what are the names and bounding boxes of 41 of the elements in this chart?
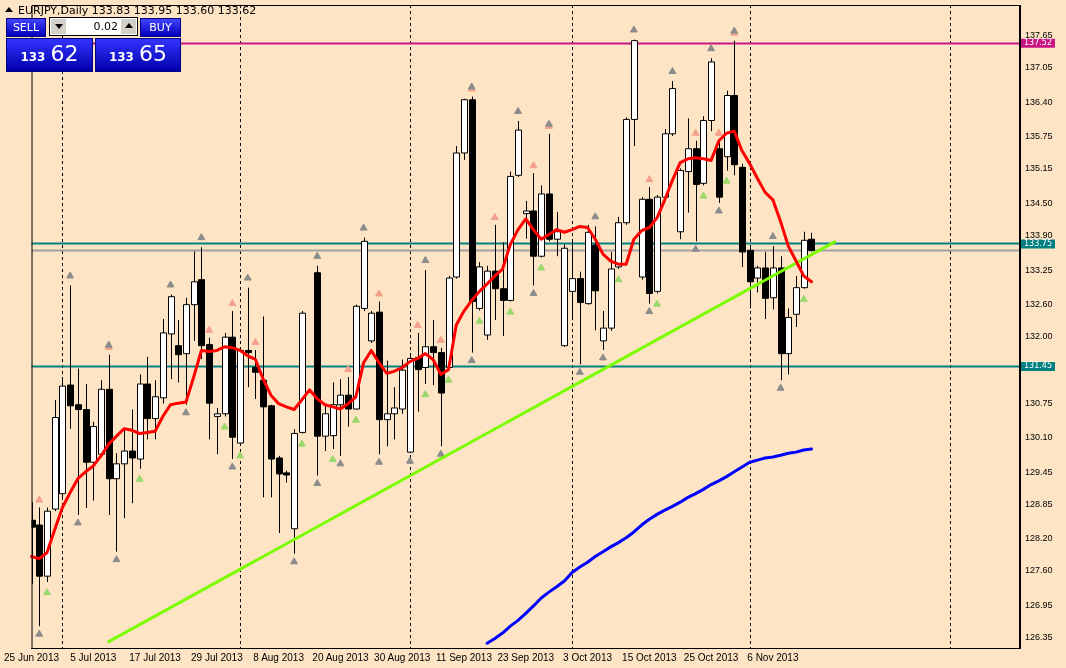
y-tick-label: 136.40 [1025,96,1053,107]
y-tick-label: 137.05 [1025,62,1053,73]
y-tick-label: 134.50 [1025,198,1053,209]
y-tick-label: 129.45 [1025,466,1053,477]
annotation: 0.02 [92,20,118,33]
annotation: BUY [140,18,181,37]
x-tick-label: 23 Sep 2013 [497,651,555,663]
x-tick-label: 11 Sep 2013 [435,651,493,663]
x-tick-label: 20 Aug 2013 [312,651,369,663]
x-tick-label: 25 Jun 2013 [3,651,60,663]
ref-line-label: 137.52 [1024,38,1052,48]
y-tick-label: 127.60 [1025,565,1053,576]
x-tick-label: 6 Nov 2013 [747,651,799,663]
y-tick-label: 128.20 [1025,533,1053,544]
x-tick-label: 15 Oct 2013 [622,651,677,663]
x-tick-label: 5 Jul 2013 [70,651,117,663]
input-field: 0.02 [49,17,138,36]
y-tick-label: 132.00 [1025,331,1053,342]
y-tick-label: 133.25 [1025,264,1053,275]
chart-title: EURJPY,Daily 133.83 133.95 133.60 133.62 [18,4,257,17]
x-tick-label: 3 Oct 2013 [563,651,613,663]
annotation: SELL [6,18,46,37]
x-tick-label: 25 Oct 2013 [683,651,739,663]
annotation: 133 62 [20,41,79,66]
y-tick-label: 130.10 [1025,432,1053,443]
y-tick-label: 135.75 [1025,131,1053,142]
y-tick-label: 133.90 [1025,229,1053,240]
x-tick-label: 30 Aug 2013 [374,651,431,663]
x-tick-label: 29 Jul 2013 [191,651,244,663]
ref-line-label: 133.75 [1024,239,1052,249]
y-tick-label: 137.65 [1025,30,1053,41]
y-tick-label: 130.75 [1025,397,1053,408]
ref-line-label: 131.45 [1024,361,1052,371]
x-tick-label: 8 Aug 2013 [253,651,305,663]
y-tick-label: 128.85 [1025,498,1053,509]
y-tick-label: 126.35 [1025,631,1053,642]
y-tick-label: 126.95 [1025,599,1053,610]
y-tick-label: 132.60 [1025,299,1053,310]
x-tick-label: 17 Jul 2013 [129,651,182,663]
annotation: 133 65 [108,41,168,66]
y-tick-label: 135.15 [1025,163,1053,174]
